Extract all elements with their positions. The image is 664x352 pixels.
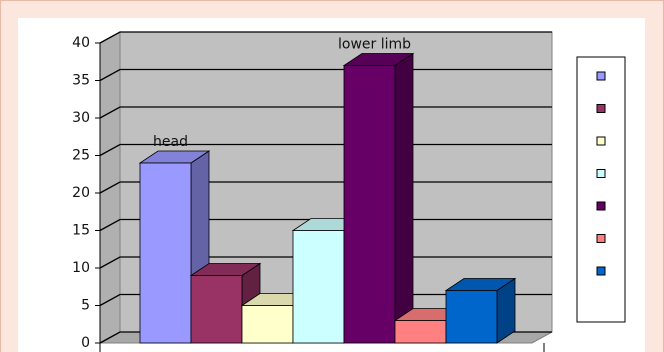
grid-line — [99, 31, 552, 44]
data-label: head — [153, 134, 188, 150]
bar — [394, 320, 447, 344]
legend-marker — [596, 104, 606, 113]
y-tick-label: 30 — [72, 110, 90, 126]
legend-marker — [596, 234, 606, 243]
y-tick-label: 15 — [72, 223, 90, 239]
y-tick-label: 5 — [81, 298, 90, 314]
data-label: lower limb — [338, 37, 411, 53]
bars: head lower limb — [138, 37, 517, 344]
bar — [139, 162, 192, 344]
legend-marker — [596, 136, 606, 146]
legend-marker — [596, 71, 606, 81]
legend-marker — [596, 266, 606, 276]
y-tick-label: 40 — [72, 35, 90, 51]
bar — [445, 290, 498, 344]
y-tick-label: 0 — [81, 335, 90, 351]
bar — [343, 65, 396, 344]
y-tick-label: 10 — [72, 260, 90, 276]
y-tick-label: 35 — [72, 73, 90, 89]
legend — [576, 56, 626, 323]
legend-marker — [596, 169, 606, 178]
legend-marker — [596, 201, 606, 211]
bar-side — [394, 52, 414, 344]
legend-entries — [596, 71, 606, 276]
bar — [292, 230, 345, 344]
bar — [241, 305, 294, 344]
bar — [190, 275, 243, 344]
y-tick-label: 25 — [72, 148, 90, 164]
y-tick-label: 20 — [72, 185, 90, 201]
